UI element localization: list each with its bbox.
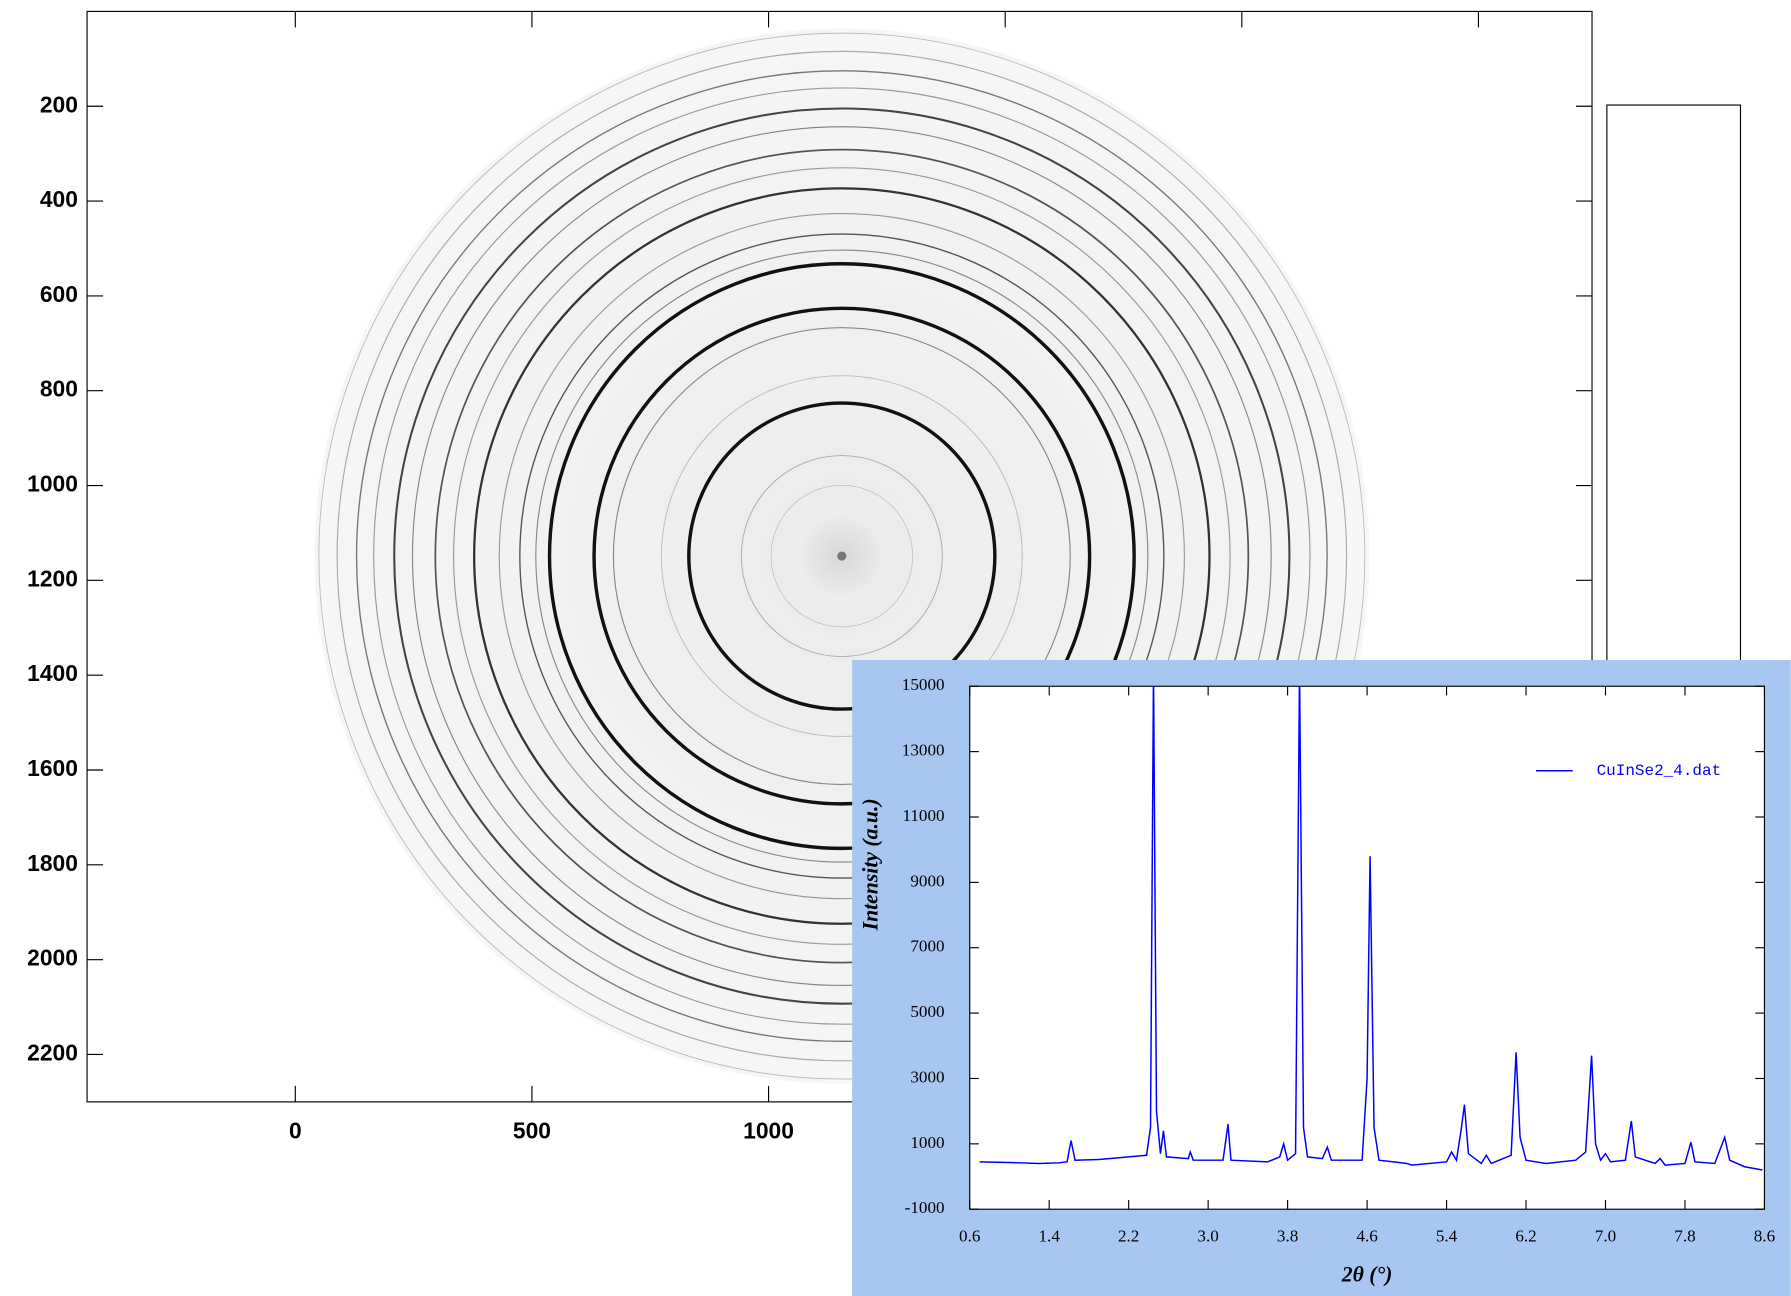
data-line [979, 686, 1763, 1171]
y-tick-label: 1600 [27, 755, 78, 781]
ring [660, 375, 1023, 737]
y-tick-label: 1200 [27, 565, 78, 591]
ring [411, 126, 1272, 986]
x-tick-label: 7.0 [1595, 1227, 1616, 1246]
x-tick-label: 1.4 [1038, 1227, 1060, 1246]
x-tick-label: 0 [289, 1118, 302, 1144]
y-tick-label: 3000 [910, 1067, 944, 1086]
ring [434, 148, 1250, 964]
ring [453, 167, 1231, 945]
y-tick-label: 9000 [910, 871, 944, 890]
y-tick-label: 1800 [27, 850, 78, 876]
inset-panel: 2θ (°) Intensity (a.u.) 0.6 1.4 2.2 3.0 3.8 4… [852, 659, 1791, 1296]
ring [373, 87, 1311, 1025]
y-axis-label: Intensity (a.u.) [859, 798, 883, 931]
y-tick-label: 800 [40, 376, 78, 402]
ring [687, 401, 997, 711]
x-tick-label: 3.8 [1277, 1227, 1298, 1246]
x-tick-label: 7.8 [1674, 1227, 1695, 1246]
y-tick-label: -1000 [905, 1198, 945, 1217]
ring [519, 233, 1165, 879]
y-tick-label: 1000 [910, 1133, 944, 1152]
beam-center [837, 551, 847, 561]
x-tick-label: 500 [513, 1118, 551, 1144]
y-tick-label: 2000 [27, 945, 78, 971]
y-tick-label: 1000 [27, 471, 78, 497]
y-tick-label: 200 [40, 91, 78, 117]
ring [336, 50, 1348, 1062]
y-tick-label: 5000 [910, 1002, 944, 1021]
ring [318, 32, 1366, 1080]
y-tick-label: 7000 [910, 937, 944, 956]
contour-strip [1606, 104, 1742, 663]
ring [393, 107, 1291, 1005]
x-tick-label: 2.2 [1118, 1227, 1139, 1246]
y-tick-label: 2200 [27, 1040, 78, 1066]
ring [612, 327, 1071, 786]
y-tick-label: 400 [40, 186, 78, 212]
strip-bg [1606, 105, 1741, 663]
x-tick-label: 5.4 [1436, 1227, 1458, 1246]
x-tick-label: 0.6 [959, 1227, 981, 1246]
x-tick-label: 1000 [743, 1118, 794, 1144]
y-tick-label: 15000 [902, 675, 945, 694]
ring [592, 306, 1092, 806]
ring [355, 70, 1328, 1043]
legend-label: CuInSe2_4.dat [1597, 762, 1722, 780]
x-tick-label: 4.6 [1356, 1227, 1378, 1246]
x-tick-label: 6.2 [1515, 1227, 1536, 1246]
y-tick-label: 600 [40, 281, 78, 307]
ring [547, 262, 1136, 851]
ring [535, 249, 1149, 863]
x-tick-label: 8.6 [1754, 1227, 1776, 1246]
y-tick-label: 1400 [27, 660, 78, 686]
y-tick-label: 11000 [902, 806, 944, 825]
ring [498, 212, 1185, 900]
ring [740, 455, 943, 658]
ring [473, 187, 1211, 925]
x-tick-label: 3.0 [1197, 1227, 1218, 1246]
ring [770, 484, 913, 628]
diffraction-rings [318, 32, 1366, 1080]
x-axis-label: 2θ (°) [1341, 1263, 1393, 1287]
y-tick-label: 13000 [902, 741, 945, 760]
